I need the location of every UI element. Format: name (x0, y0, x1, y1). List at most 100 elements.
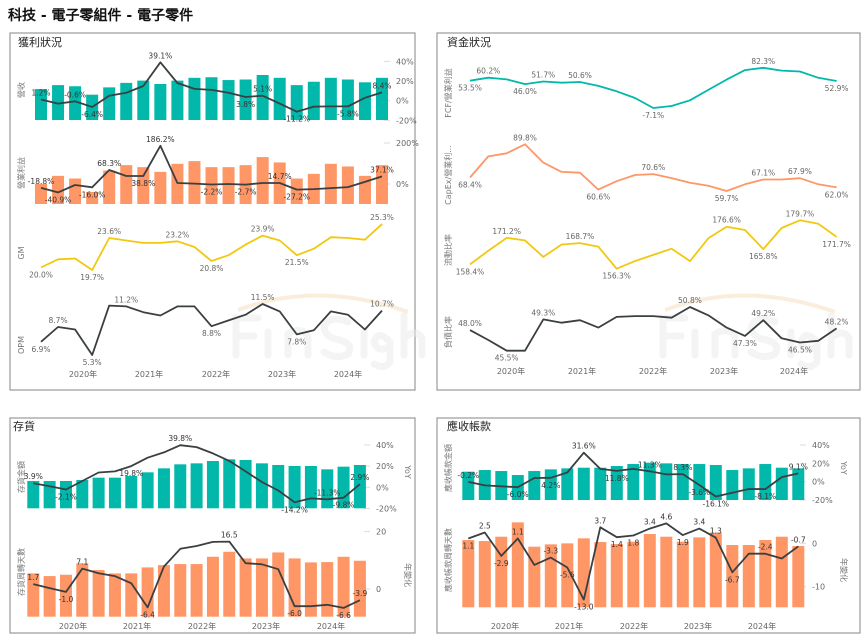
y-tick-label: 0% (396, 180, 409, 189)
data-label: 4.2% (541, 481, 560, 490)
data-label: 47.3% (733, 339, 757, 348)
y-tick-label: 40% (396, 57, 414, 66)
data-label: 53.5% (458, 84, 482, 93)
data-label: 1.4 (611, 540, 623, 549)
bar (528, 471, 541, 500)
watermark-swoosh (664, 293, 836, 314)
data-label: 52.9% (825, 84, 849, 93)
series-line (467, 522, 799, 601)
data-label: 1.1 (462, 542, 474, 551)
y-axis-label: OPM (17, 336, 26, 354)
bar (627, 541, 640, 608)
y2-axis-label: YoY (403, 464, 412, 479)
data-label: 5.3% (83, 358, 102, 367)
x-tick-label: 2023年 (268, 369, 296, 379)
x-tick-label: 2023年 (710, 366, 738, 376)
data-label: 19.7% (80, 273, 104, 282)
page-title: 科技 - 電子零組件 - 電子零件 (8, 7, 193, 24)
bar (376, 165, 388, 204)
data-label: 176.6% (712, 216, 741, 225)
bar (288, 466, 301, 509)
bar (206, 556, 219, 617)
data-label: 23.9% (251, 225, 275, 234)
bar (35, 89, 47, 120)
data-label: 3.9% (24, 472, 43, 481)
data-label: -5.8% (337, 109, 359, 118)
data-label: 2.9% (350, 473, 369, 482)
data-label: 6.9% (31, 345, 50, 354)
y-tick-label: 0 (812, 539, 817, 548)
bar (726, 470, 739, 500)
bar (324, 77, 337, 120)
y-tick-label: 40% (812, 441, 830, 450)
data-label: -2.4 (758, 543, 773, 552)
data-label: 10.7% (370, 300, 394, 309)
data-label: -11.3% (314, 488, 341, 497)
bar (205, 77, 218, 120)
bar (742, 545, 755, 608)
bar (223, 551, 236, 617)
bar (256, 157, 269, 204)
data-label: -6.4 (140, 610, 155, 619)
bar (742, 468, 755, 500)
data-label: 16.5 (221, 531, 238, 540)
bar (190, 463, 203, 509)
chart-tl: 獲利狀況 2020年 2021年 2022年 2023年 2024年 營收 40% 20% 0% -… (16, 35, 419, 379)
bar (341, 79, 354, 120)
bar (157, 565, 170, 617)
series-line (40, 144, 383, 194)
data-label: 7.8% (287, 337, 306, 346)
bar (223, 459, 236, 509)
bar (610, 466, 623, 500)
bar (693, 464, 706, 500)
y-axis-label: 流動比率 (443, 234, 453, 266)
y2-axis-label: YoY (839, 460, 848, 475)
data-label: 179.7% (786, 209, 815, 218)
data-label: 186.2% (146, 135, 175, 144)
data-label: -1.0 (59, 595, 74, 604)
subplot-invdays: 存貨周轉天數 年變化 20 0 1.7 -1.0 7.1 -6.4 16.5 -6.0 -6.6 -3… (16, 528, 413, 620)
data-label: -16.0% (79, 190, 106, 199)
y-axis-label: 營業利益 (16, 157, 26, 189)
data-label: 60.6% (586, 193, 610, 202)
bar (52, 175, 65, 204)
series-line (33, 444, 361, 504)
bar (125, 475, 138, 509)
bar (239, 558, 252, 617)
data-label: 1.7 (27, 573, 39, 582)
chart-bl: 存貨 2020年 2021年 2022年 2023年 2024年 存貨金額 YoY 40% 20%… (13, 419, 413, 631)
bar (108, 477, 121, 509)
bar (288, 558, 301, 617)
bar (141, 472, 154, 509)
y-axis-label: 應收帳款金額 (443, 444, 453, 492)
data-label: -14.2% (281, 505, 308, 514)
bar (222, 167, 235, 204)
bar (627, 464, 640, 500)
bar (478, 541, 491, 608)
data-label: 1.2% (31, 89, 50, 98)
chart-tr: 資金狀況 2020年 2021年 2022年 2023年 2024年 FCF/營業利益 53.… (443, 35, 851, 376)
bar (255, 463, 268, 509)
x-tick-label: 2024年 (334, 369, 362, 379)
bar (353, 560, 366, 617)
bar (92, 570, 105, 617)
data-label: -40.9% (45, 195, 72, 204)
data-label: 23.6% (97, 227, 121, 236)
data-label: 46.0% (513, 87, 537, 96)
data-label: -9.8% (333, 501, 355, 510)
y-tick-label: -20% (376, 504, 397, 513)
bar (69, 86, 82, 120)
data-label: 19.8% (119, 469, 143, 478)
bar (594, 467, 607, 500)
data-label: 11.3% (638, 460, 662, 469)
y-axis-label: FCF/營業利益 (443, 68, 453, 117)
bar (709, 465, 722, 500)
series-line (33, 540, 361, 609)
x-tick-label: 2023年 (252, 621, 280, 631)
subplot-opm: OPM 6.9% 8.7% 5.3% 11.2% 8.8% 11.5% 7.8% 10.7% (17, 293, 394, 367)
data-label: -5.6 (560, 571, 575, 580)
bar (188, 77, 201, 120)
data-label: -0.7 (791, 535, 806, 544)
data-label: 2.5 (479, 521, 491, 530)
